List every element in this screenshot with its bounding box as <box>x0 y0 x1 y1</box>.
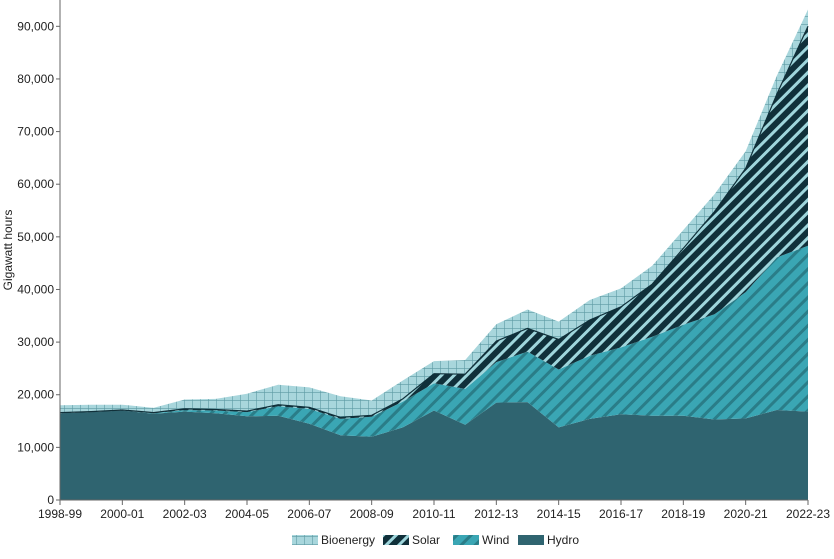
legend-swatch <box>518 535 544 545</box>
area-hydro <box>60 402 808 500</box>
y-tick-label: 30,000 <box>17 335 54 349</box>
x-tick-label: 2000-01 <box>100 507 144 521</box>
solar-top-line <box>59 26 809 419</box>
legend-label: Hydro <box>547 533 579 547</box>
y-tick-label: 10,000 <box>17 440 54 454</box>
legend-swatch <box>383 535 409 545</box>
legend-item-bioenergy: Bioenergy <box>292 533 375 547</box>
legend-label: Bioenergy <box>321 533 375 547</box>
legend-item-wind: Wind <box>453 533 509 547</box>
x-tick-label: 2018-19 <box>661 507 705 521</box>
x-tick-label: 2006-07 <box>287 507 331 521</box>
x-tick-label: 2012-13 <box>474 507 518 521</box>
legend: Bioenergy Solar Wind Hydro <box>292 533 579 547</box>
plot-area <box>59 9 809 500</box>
x-tick-label: 2016-17 <box>599 507 643 521</box>
x-tick-label: 2020-21 <box>724 507 768 521</box>
legend-label: Solar <box>412 533 440 547</box>
legend-swatch <box>453 535 479 545</box>
legend-label: Wind <box>482 533 509 547</box>
y-tick-label: 90,000 <box>17 19 54 33</box>
area-solar <box>60 26 808 419</box>
x-tick-label: 2002-03 <box>163 507 207 521</box>
y-axis: 0 10,000 20,000 30,000 40,000 50,000 60,000 70,… <box>17 0 61 507</box>
y-axis-title: Gigawatt hours <box>1 210 15 291</box>
y-tick-label: 0 <box>47 493 54 507</box>
y-tick-label: 20,000 <box>17 388 54 402</box>
x-tick-label: 2014-15 <box>537 507 581 521</box>
x-tick-label: 1998-99 <box>38 507 82 521</box>
legend-item-solar: Solar <box>383 533 440 547</box>
x-tick-label: 2004-05 <box>225 507 269 521</box>
legend-item-hydro: Hydro <box>518 533 579 547</box>
x-tick-label: 2010-11 <box>412 507 455 521</box>
x-tick-label: 2022-23 <box>786 507 830 521</box>
legend-swatch <box>292 535 318 545</box>
y-tick-label: 80,000 <box>17 72 54 86</box>
y-tick-label: 50,000 <box>17 230 54 244</box>
y-tick-label: 40,000 <box>17 282 54 296</box>
y-tick-label: 70,000 <box>17 125 54 139</box>
y-tick-label: 60,000 <box>17 177 54 191</box>
x-tick-label: 2008-09 <box>350 507 394 521</box>
x-axis: 1998-99 2000-01 2002-03 2004-05 2006-07 2008-… <box>38 499 830 521</box>
area-wind <box>60 245 808 437</box>
